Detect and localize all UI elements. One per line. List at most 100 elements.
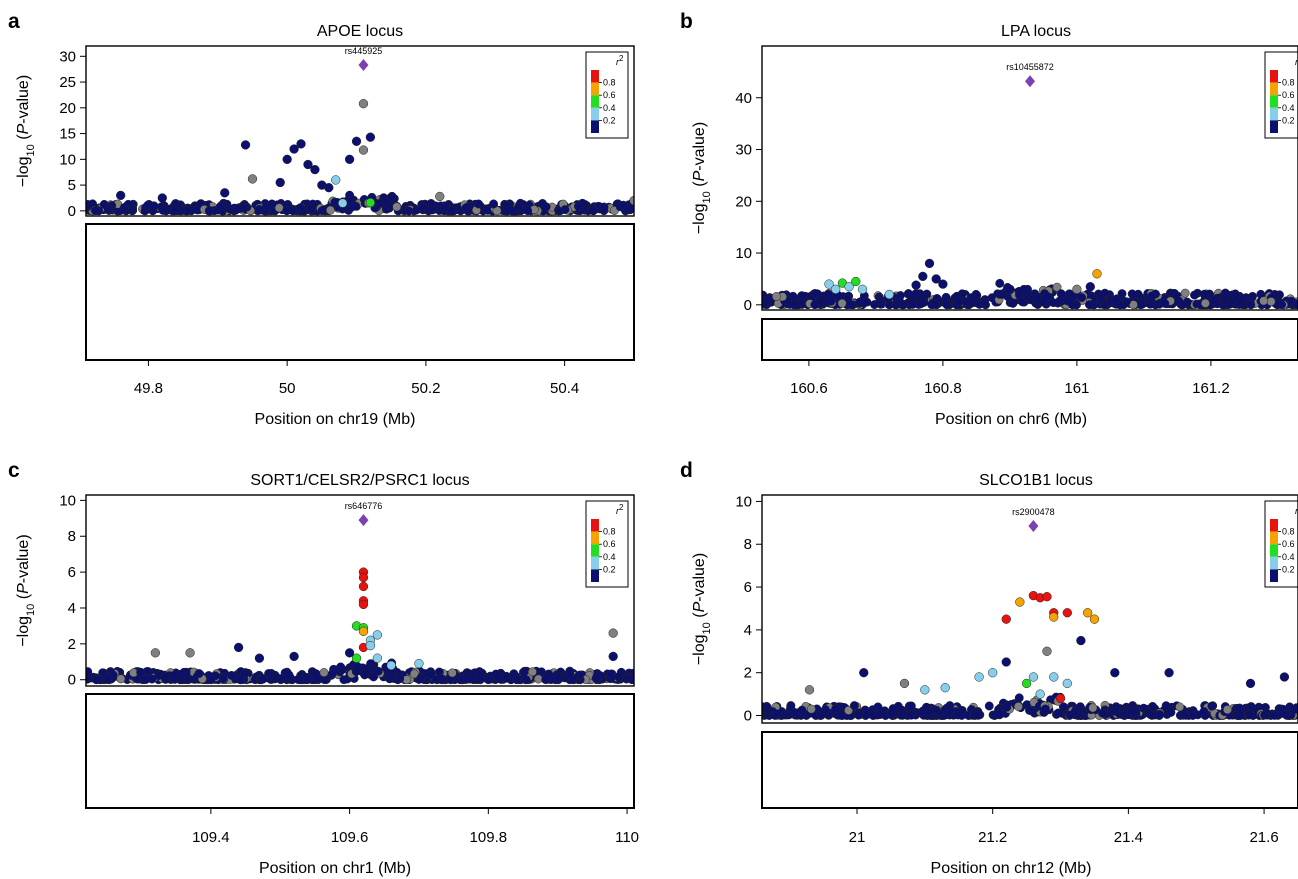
snp-point	[1085, 300, 1095, 310]
snp-point	[1209, 295, 1219, 305]
legend-swatch	[591, 544, 599, 557]
snp-point	[824, 279, 834, 289]
snp-point	[296, 139, 306, 149]
snp-point	[1110, 295, 1120, 305]
gene-track-frame	[761, 318, 1298, 361]
snp-point	[365, 640, 376, 651]
snp-point	[942, 300, 952, 310]
snp-point	[1053, 708, 1063, 718]
snp-point	[404, 206, 414, 216]
chart-title: SORT1/CELSR2/PSRC1 locus	[250, 472, 469, 489]
snp-point	[160, 672, 170, 682]
snp-point	[220, 188, 230, 198]
x-axis-label: Position on chr19 (Mb)	[255, 411, 416, 428]
snp-point	[502, 673, 511, 683]
snp-point	[483, 675, 493, 685]
snp-point	[254, 653, 265, 663]
snp-point	[628, 675, 634, 685]
y-tick-label: 10	[735, 245, 752, 262]
legend-level-label: 0.6	[1282, 90, 1295, 100]
snp-point	[157, 193, 167, 203]
snp-point	[358, 572, 369, 583]
chart-title: SLCO1B1 locus	[979, 472, 1093, 489]
snp-point	[599, 202, 609, 212]
snp-point	[426, 670, 436, 680]
r2-legend: r20.8 0.6 0.4 0.2	[1264, 51, 1298, 139]
snp-point	[435, 191, 445, 202]
legend-title: r2	[1295, 503, 1298, 517]
snp-point	[870, 300, 879, 310]
snp-point	[1148, 701, 1158, 711]
snp-point	[591, 673, 601, 683]
snp-point	[288, 206, 298, 216]
snp-point	[1166, 707, 1176, 717]
snp-point	[1235, 711, 1245, 720]
snp-point	[306, 204, 316, 214]
legend-swatch	[591, 95, 599, 108]
snp-point	[1002, 702, 1012, 712]
y-tick-label: 25	[59, 74, 76, 91]
panel-b: b LPA locus −log10 (P-value) 0 10 20 30 40 160.6…	[680, 10, 1298, 428]
snp-point	[1279, 672, 1290, 682]
snp-point	[158, 205, 168, 215]
snp-point	[908, 299, 918, 309]
y-tick-label: 20	[735, 193, 752, 210]
snp-point	[1056, 289, 1066, 299]
snp-point	[236, 675, 246, 685]
snp-point	[358, 99, 369, 109]
snp-point	[295, 203, 305, 213]
legend-swatch	[591, 556, 599, 570]
snp-point	[358, 581, 369, 592]
snp-point	[1137, 299, 1147, 309]
panel-letter: d	[680, 459, 693, 482]
snp-point	[898, 710, 908, 720]
snp-point	[1188, 711, 1198, 720]
snp-point	[788, 291, 798, 301]
lead-snp-marker	[1028, 520, 1039, 533]
snp-point	[274, 203, 284, 213]
x-tick-label: 50.4	[550, 380, 579, 397]
snp-point	[846, 300, 856, 310]
snp-point	[294, 675, 304, 685]
legend-level-label: 0.4	[603, 552, 616, 562]
snp-point	[1190, 290, 1199, 300]
snp-point	[338, 198, 348, 208]
x-tick-label: 21	[849, 829, 866, 846]
y-tick-label: 15	[59, 126, 76, 143]
x-tick-label: 50	[279, 380, 296, 397]
snp-point	[1019, 284, 1029, 294]
snp-point	[974, 672, 984, 682]
snp-point	[1063, 296, 1072, 306]
snp-point	[924, 258, 935, 269]
snp-point	[267, 199, 277, 209]
legend-swatch	[1270, 544, 1278, 557]
snp-point	[1092, 269, 1102, 279]
snp-point	[489, 199, 499, 209]
x-axis-label: Position on chr12 (Mb)	[931, 860, 1092, 877]
snp-point	[568, 675, 578, 684]
legend-level-label: 0.2	[603, 564, 616, 574]
snp-point	[1085, 282, 1095, 292]
legend-level-label: 0.8	[1282, 78, 1295, 88]
y-axis-label: −log10 (P-value)	[15, 534, 37, 646]
y-tick-label: 8	[744, 536, 752, 553]
snp-point	[560, 205, 570, 215]
snp-point	[911, 280, 921, 290]
y-tick-label: 8	[68, 528, 76, 545]
snp-point	[1059, 702, 1068, 712]
legend-swatch	[1270, 82, 1278, 96]
snp-point	[1160, 298, 1170, 308]
snp-point	[284, 670, 294, 680]
snp-point	[409, 669, 419, 679]
snp-point	[233, 642, 244, 653]
snp-point	[1200, 298, 1210, 308]
plot-frame	[761, 494, 1298, 724]
legend-level-label: 0.6	[603, 539, 616, 549]
snp-point	[1147, 291, 1157, 301]
x-tick-label: 110	[615, 829, 639, 846]
snp-point	[289, 651, 299, 662]
snp-point	[997, 290, 1007, 299]
snp-points	[86, 99, 634, 216]
y-tick-label: 5	[68, 177, 76, 194]
snp-point	[372, 653, 382, 663]
